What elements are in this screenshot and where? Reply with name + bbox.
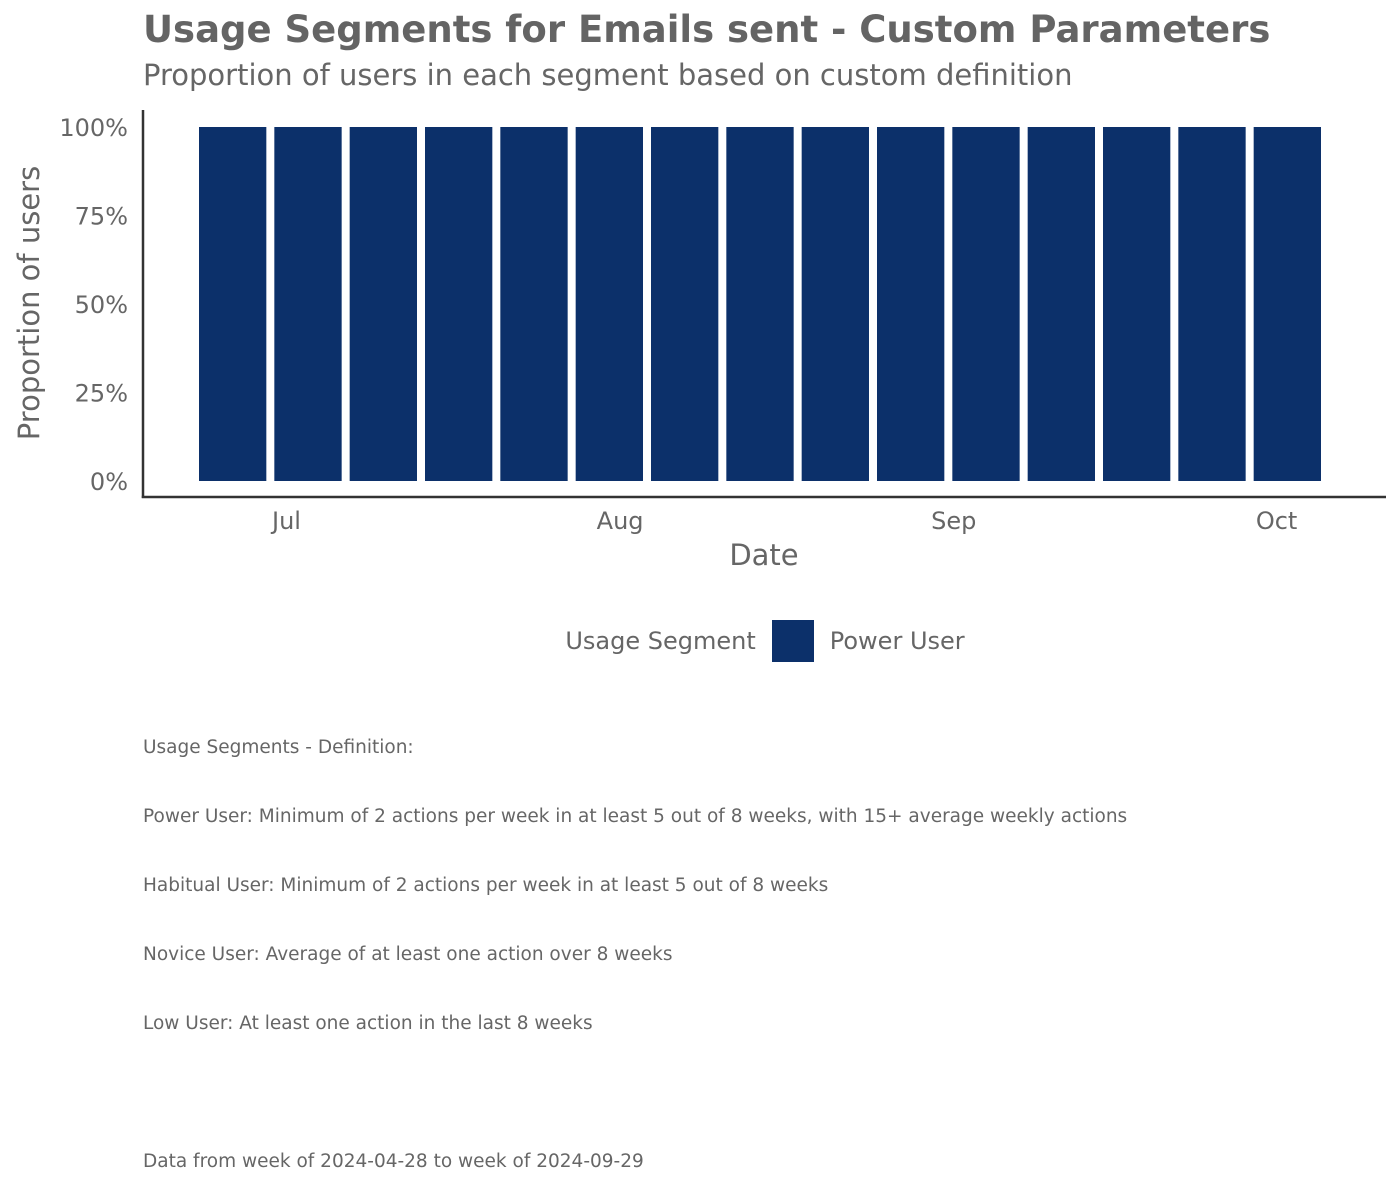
legend: Usage Segment Power User [0, 619, 1400, 663]
chart-plot: 0% 25% 50% 75% 100% Jul Aug Sep Oct Date Propor… [12, 110, 1386, 572]
bar-2024-08-04 [651, 127, 719, 481]
legend-title: Usage Segment [565, 627, 756, 655]
bar-2024-07-07 [349, 127, 417, 481]
caption-spacer [143, 1081, 1127, 1104]
bar-2024-08-18 [801, 127, 869, 481]
bar-2024-09-01 [952, 127, 1020, 481]
caption: Usage Segments - Definition: Power User:… [143, 690, 1127, 1196]
bar-2024-06-30 [274, 127, 342, 481]
x-tick-label: Aug [597, 507, 644, 535]
bar-2024-07-28 [575, 127, 643, 481]
bar-2024-09-15 [1103, 127, 1171, 481]
y-tick-label: 100% [59, 114, 128, 142]
bar-2024-09-22 [1178, 127, 1246, 481]
bar-2024-09-08 [1027, 127, 1095, 481]
caption-line-habitual-user: Habitual User: Minimum of 2 actions per … [143, 875, 829, 896]
caption-data-range: Data from week of 2024-04-28 to week of … [143, 1151, 644, 1172]
bar-2024-07-21 [500, 127, 568, 481]
y-tick-label: 0% [90, 468, 128, 496]
x-tick-label: Oct [1256, 507, 1298, 535]
bar-2024-09-29 [1253, 127, 1321, 481]
bar-2024-06-23 [199, 127, 267, 481]
legend-key-power-user [771, 620, 814, 662]
bar-2024-08-11 [726, 127, 794, 481]
bar-2024-07-14 [425, 127, 493, 481]
y-tick-label: 50% [75, 291, 128, 319]
x-tick-labels: Jul Aug Sep Oct [270, 507, 1297, 535]
caption-line-power-user: Power User: Minimum of 2 actions per wee… [143, 806, 1128, 827]
x-axis-title: Date [729, 538, 798, 572]
caption-heading: Usage Segments - Definition: [143, 737, 414, 758]
caption-line-novice-user: Novice User: Average of at least one act… [143, 944, 673, 965]
caption-line-low-user: Low User: At least one action in the las… [143, 1013, 593, 1034]
y-tick-label: 25% [75, 380, 128, 408]
x-tick-label: Sep [931, 507, 976, 535]
y-tick-label: 75% [75, 203, 128, 231]
legend-label-power-user: Power User [829, 627, 965, 655]
x-tick-label: Jul [270, 507, 301, 535]
bar-2024-08-25 [877, 127, 945, 481]
bars [199, 127, 1321, 481]
y-axis-title: Proportion of users [12, 166, 46, 440]
chart-title: Usage Segments for Emails sent - Custom … [143, 8, 1271, 51]
chart-subtitle: Proportion of users in each segment base… [143, 58, 1073, 92]
y-tick-labels: 0% 25% 50% 75% 100% [59, 114, 128, 496]
